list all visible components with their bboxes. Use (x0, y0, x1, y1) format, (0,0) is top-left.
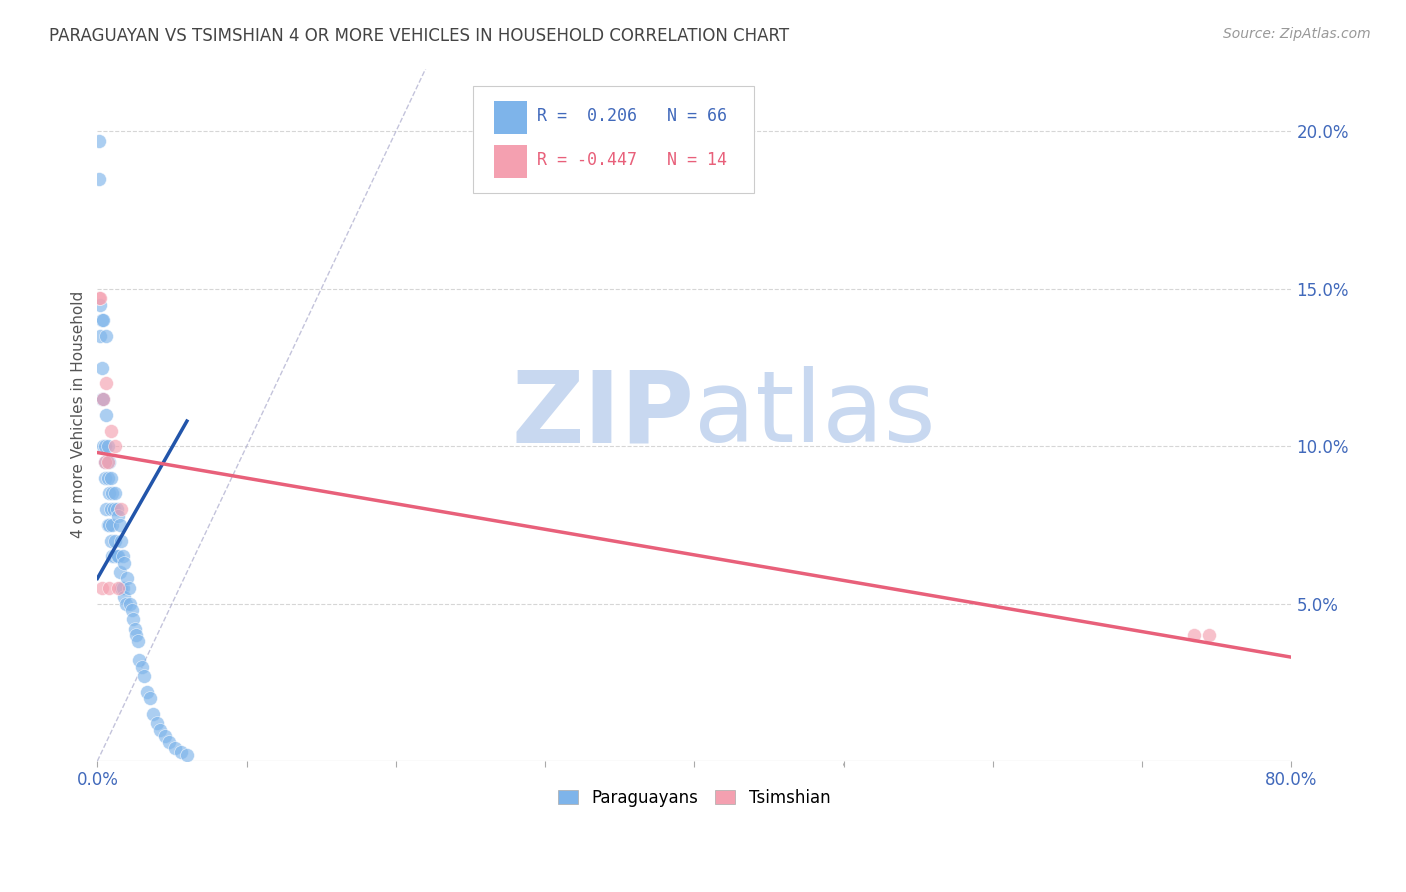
Point (96, 408, 118, 422)
Point (1184, 628, 1206, 642)
Point (101, 486, 124, 500)
Point (103, 549, 125, 564)
Point (103, 502, 125, 516)
Point (91, 313, 114, 327)
Point (100, 424, 122, 438)
Point (120, 597, 142, 611)
Point (104, 533, 127, 548)
Point (110, 581, 132, 595)
Point (110, 533, 132, 548)
Point (153, 729, 176, 743)
Point (138, 691, 160, 706)
Point (94, 455, 117, 469)
Point (100, 533, 122, 548)
Point (101, 518, 124, 533)
Text: PARAGUAYAN VS TSIMSHIAN 4 OR MORE VEHICLES IN HOUSEHOLD CORRELATION CHART: PARAGUAYAN VS TSIMSHIAN 4 OR MORE VEHICL… (49, 27, 789, 45)
Point (94, 439, 117, 453)
Point (128, 653, 150, 667)
Point (176, 747, 198, 762)
Point (98, 581, 121, 595)
Point (1198, 628, 1220, 642)
Point (104, 486, 127, 500)
Point (149, 723, 172, 737)
Point (157, 735, 180, 749)
Point (124, 622, 146, 636)
FancyBboxPatch shape (474, 86, 754, 194)
Point (91, 392, 114, 406)
Point (112, 556, 135, 570)
Point (94, 471, 117, 485)
Point (108, 518, 131, 533)
Point (100, 471, 122, 485)
Point (98, 518, 121, 533)
FancyBboxPatch shape (494, 101, 527, 135)
Point (105, 549, 128, 564)
Point (108, 565, 131, 579)
Text: R =  0.206   N = 66: R = 0.206 N = 66 (537, 107, 727, 125)
Point (91, 439, 114, 453)
Point (101, 549, 124, 564)
Point (135, 685, 157, 699)
Point (170, 745, 193, 759)
Point (89, 291, 111, 305)
Point (98, 486, 121, 500)
Point (131, 659, 153, 673)
Y-axis label: 4 or more Vehicles in Household: 4 or more Vehicles in Household (72, 291, 86, 539)
Point (90, 581, 112, 595)
Legend: Paraguayans, Tsimshian: Paraguayans, Tsimshian (550, 780, 838, 815)
Point (94, 455, 117, 469)
Point (105, 502, 128, 516)
Point (89, 298, 111, 312)
Point (98, 455, 121, 469)
Point (125, 628, 148, 642)
Point (97, 518, 120, 533)
Point (87, 291, 110, 305)
Point (90, 313, 112, 327)
Point (97, 439, 120, 453)
Point (87, 134, 110, 148)
Point (142, 706, 165, 721)
Point (127, 634, 149, 648)
Point (90, 392, 112, 406)
Point (104, 439, 127, 453)
Point (122, 612, 145, 626)
Point (146, 716, 169, 731)
Point (121, 603, 143, 617)
Point (114, 597, 136, 611)
Point (91, 392, 114, 406)
Point (111, 581, 134, 595)
Point (96, 502, 118, 516)
Text: Source: ZipAtlas.com: Source: ZipAtlas.com (1223, 27, 1371, 41)
Point (100, 502, 122, 516)
Point (89, 329, 111, 343)
Point (97, 471, 120, 485)
Text: ZIP: ZIP (512, 367, 695, 463)
Point (110, 502, 132, 516)
Point (132, 669, 155, 683)
Point (90, 360, 112, 375)
Point (96, 329, 118, 343)
FancyBboxPatch shape (494, 145, 527, 178)
Point (107, 549, 129, 564)
Point (87, 171, 110, 186)
Point (115, 572, 138, 586)
Point (96, 376, 118, 391)
Point (118, 581, 141, 595)
Point (97, 455, 120, 469)
Text: atlas: atlas (695, 367, 936, 463)
Point (163, 741, 186, 756)
Point (107, 581, 129, 595)
Point (111, 549, 134, 564)
Point (107, 508, 129, 523)
Text: R = -0.447   N = 14: R = -0.447 N = 14 (537, 151, 727, 169)
Point (112, 591, 135, 605)
